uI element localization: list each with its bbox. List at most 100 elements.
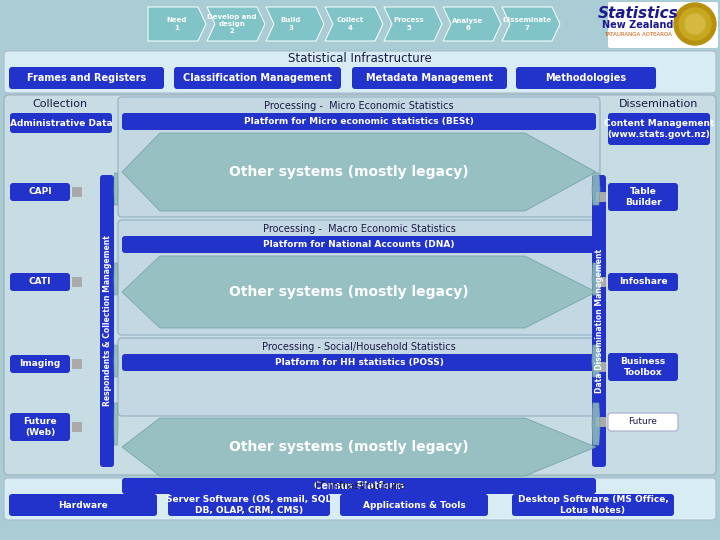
FancyBboxPatch shape: [9, 67, 164, 89]
Text: Applications & Tools: Applications & Tools: [363, 501, 465, 510]
Text: Platform for National Accounts (DNA): Platform for National Accounts (DNA): [264, 240, 455, 249]
Text: Other systems (mostly legacy): Other systems (mostly legacy): [229, 285, 469, 299]
Text: Respondents & Collection Management: Respondents & Collection Management: [102, 235, 112, 407]
Text: Other systems (mostly legacy): Other systems (mostly legacy): [229, 440, 469, 454]
Text: Collection: Collection: [32, 99, 87, 109]
FancyBboxPatch shape: [122, 354, 596, 371]
FancyBboxPatch shape: [100, 175, 114, 467]
FancyBboxPatch shape: [10, 413, 70, 441]
Polygon shape: [122, 256, 596, 328]
Text: Platform for Micro economic statistics (BESt): Platform for Micro economic statistics (…: [244, 117, 474, 126]
Circle shape: [679, 8, 711, 40]
Polygon shape: [592, 403, 600, 445]
FancyBboxPatch shape: [122, 113, 596, 130]
Polygon shape: [592, 263, 600, 295]
FancyBboxPatch shape: [122, 478, 596, 494]
Text: Statistics: Statistics: [598, 6, 678, 22]
Text: Collect
4: Collect 4: [336, 17, 364, 30]
FancyBboxPatch shape: [72, 359, 82, 369]
FancyBboxPatch shape: [10, 113, 112, 133]
FancyBboxPatch shape: [4, 478, 716, 520]
Text: Processing -  Macro Economic Statistics: Processing - Macro Economic Statistics: [263, 224, 456, 234]
Polygon shape: [592, 173, 600, 205]
Text: Disseminate
7: Disseminate 7: [503, 17, 552, 30]
FancyBboxPatch shape: [596, 362, 606, 372]
FancyBboxPatch shape: [516, 67, 656, 89]
FancyBboxPatch shape: [72, 277, 82, 287]
Text: Future: Future: [629, 417, 657, 427]
Polygon shape: [443, 7, 501, 41]
Text: Hardware: Hardware: [58, 501, 108, 510]
FancyBboxPatch shape: [608, 273, 678, 291]
Text: New Zealand: New Zealand: [603, 20, 674, 30]
Text: Methodologies: Methodologies: [546, 73, 626, 83]
FancyBboxPatch shape: [118, 220, 600, 335]
Polygon shape: [122, 418, 596, 476]
Polygon shape: [114, 345, 118, 377]
Text: Infoshare: Infoshare: [618, 278, 667, 287]
Polygon shape: [148, 7, 206, 41]
Polygon shape: [122, 133, 596, 211]
FancyBboxPatch shape: [122, 236, 596, 253]
Text: Data Dissemination Management: Data Dissemination Management: [595, 249, 603, 393]
Text: Platform for HH statistics (POSS): Platform for HH statistics (POSS): [274, 358, 444, 367]
FancyBboxPatch shape: [608, 2, 718, 48]
FancyBboxPatch shape: [174, 67, 341, 89]
Text: Dissemination: Dissemination: [619, 99, 698, 109]
Circle shape: [685, 14, 705, 34]
Text: Processing -  Micro Economic Statistics: Processing - Micro Economic Statistics: [264, 101, 454, 111]
FancyBboxPatch shape: [596, 277, 606, 287]
Circle shape: [674, 3, 716, 45]
FancyBboxPatch shape: [4, 51, 716, 93]
Text: Census Platform: Census Platform: [314, 481, 404, 491]
Polygon shape: [266, 7, 324, 41]
FancyBboxPatch shape: [608, 113, 710, 145]
Polygon shape: [114, 403, 118, 445]
Text: Future
(Web): Future (Web): [23, 417, 57, 437]
Text: Processing - Social/Household Statistics: Processing - Social/Household Statistics: [262, 342, 456, 352]
Text: Desktop Software (MS Office,
Lotus Notes): Desktop Software (MS Office, Lotus Notes…: [518, 495, 668, 515]
Text: Imaging: Imaging: [19, 360, 60, 368]
FancyBboxPatch shape: [72, 422, 82, 432]
FancyBboxPatch shape: [10, 355, 70, 373]
FancyBboxPatch shape: [0, 0, 720, 50]
Text: Administrative Data: Administrative Data: [9, 118, 112, 127]
FancyBboxPatch shape: [9, 494, 157, 516]
FancyBboxPatch shape: [608, 353, 678, 381]
FancyBboxPatch shape: [168, 494, 330, 516]
Text: Analyse
6: Analyse 6: [452, 17, 484, 30]
FancyBboxPatch shape: [340, 494, 488, 516]
Text: IT Infrastructure: IT Infrastructure: [315, 481, 405, 491]
Text: Need
1: Need 1: [167, 17, 187, 30]
FancyBboxPatch shape: [596, 417, 606, 427]
FancyBboxPatch shape: [10, 183, 70, 201]
Polygon shape: [384, 7, 442, 41]
FancyBboxPatch shape: [118, 97, 600, 217]
FancyBboxPatch shape: [4, 95, 716, 475]
Text: Classification Management: Classification Management: [183, 73, 332, 83]
Text: Content Management
(www.stats.govt.nz): Content Management (www.stats.govt.nz): [604, 119, 714, 139]
FancyBboxPatch shape: [72, 187, 82, 197]
Polygon shape: [114, 263, 118, 295]
Polygon shape: [502, 7, 560, 41]
Text: TATAURANGA AOTEAROA: TATAURANGA AOTEAROA: [604, 31, 672, 37]
Text: Server Software (OS, email, SQL
DB, OLAP, CRM, CMS): Server Software (OS, email, SQL DB, OLAP…: [166, 495, 332, 515]
Text: Other systems (mostly legacy): Other systems (mostly legacy): [229, 165, 469, 179]
Text: Develop and
design
2: Develop and design 2: [207, 14, 257, 34]
Text: Build
3: Build 3: [281, 17, 301, 30]
Polygon shape: [592, 345, 600, 377]
FancyBboxPatch shape: [608, 413, 678, 431]
Polygon shape: [114, 173, 118, 205]
Text: Frames and Registers: Frames and Registers: [27, 73, 146, 83]
Text: Statistical Infrastructure: Statistical Infrastructure: [288, 52, 432, 65]
FancyBboxPatch shape: [596, 192, 606, 202]
Text: Business
Toolbox: Business Toolbox: [621, 357, 665, 377]
Polygon shape: [325, 7, 383, 41]
Text: CAPI: CAPI: [28, 187, 52, 197]
Polygon shape: [207, 7, 265, 41]
Text: CATI: CATI: [29, 278, 51, 287]
Text: Process
5: Process 5: [394, 17, 424, 30]
Text: Table
Builder: Table Builder: [625, 187, 661, 207]
FancyBboxPatch shape: [118, 338, 600, 416]
FancyBboxPatch shape: [512, 494, 674, 516]
